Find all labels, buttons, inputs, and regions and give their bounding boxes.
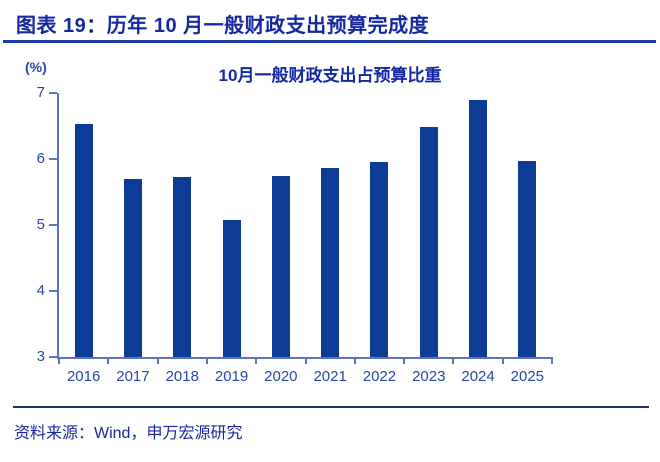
- x-axis-tick-6: [353, 357, 356, 364]
- plot-area: 3 4 5 6 7 2016 2017 2018 2019 2020 2021 2022 2023 202…: [37, 85, 553, 385]
- x-tick-label-2016: 2016: [66, 368, 101, 385]
- x-tick-label-2020: 2020: [264, 368, 298, 385]
- figure-caption: 图表 19：历年 10 月一般财政支出预算完成度: [16, 15, 430, 37]
- y-axis-tick-4: [49, 290, 57, 292]
- x-tick-label-2017: 2017: [116, 368, 150, 385]
- bar-2017: [123, 179, 142, 357]
- x-tick-label-2021: 2021: [313, 368, 347, 385]
- y-axis-unit-label: (%): [25, 59, 47, 75]
- x-axis-tick-3: [205, 357, 208, 364]
- bar-2019: [222, 219, 241, 357]
- bar-2018: [173, 177, 192, 357]
- y-axis-tick-5: [49, 224, 57, 226]
- x-axis-tick-2: [156, 357, 159, 364]
- bar-2020: [271, 176, 290, 357]
- y-tick-label-6: 6: [36, 150, 45, 167]
- y-tick-label-3: 3: [36, 348, 45, 365]
- x-axis-tick-5: [304, 357, 307, 364]
- bar-2025: [518, 160, 537, 357]
- x-tick-label-2022: 2022: [362, 368, 397, 385]
- header-underline: [3, 40, 656, 43]
- x-tick-label-2024: 2024: [461, 368, 495, 385]
- x-axis-tick-8: [452, 357, 455, 364]
- bar-2022: [370, 161, 389, 357]
- bar-2023: [419, 127, 438, 357]
- x-axis-tick-7: [403, 357, 406, 364]
- footer-divider: [13, 406, 649, 408]
- bar-2021: [321, 168, 340, 357]
- chart-title: 10月一般财政支出占预算比重: [218, 66, 442, 85]
- y-axis-tick-6: [49, 158, 57, 160]
- source-note: 资料来源：Wind，申万宏源研究: [14, 425, 243, 442]
- x-tick-label-2018: 2018: [165, 368, 199, 385]
- x-axis-tick-9: [501, 357, 504, 364]
- bar-2016: [74, 124, 93, 357]
- x-tick-label-2019: 2019: [214, 368, 249, 385]
- x-axis-tick-10: [551, 357, 553, 364]
- x-tick-label-2025: 2025: [510, 368, 545, 385]
- x-tick-label-2023: 2023: [412, 368, 446, 385]
- x-axis-tick-1: [107, 357, 110, 364]
- bar-2024: [469, 100, 488, 357]
- y-tick-label-5: 5: [36, 216, 45, 233]
- y-tick-label-4: 4: [36, 282, 45, 299]
- y-axis-tick-3: [49, 356, 57, 358]
- y-axis-tick-7: [49, 92, 57, 94]
- x-axis-tick-0: [58, 357, 60, 364]
- x-axis-tick-4: [255, 357, 258, 364]
- y-tick-label-7: 7: [36, 84, 45, 101]
